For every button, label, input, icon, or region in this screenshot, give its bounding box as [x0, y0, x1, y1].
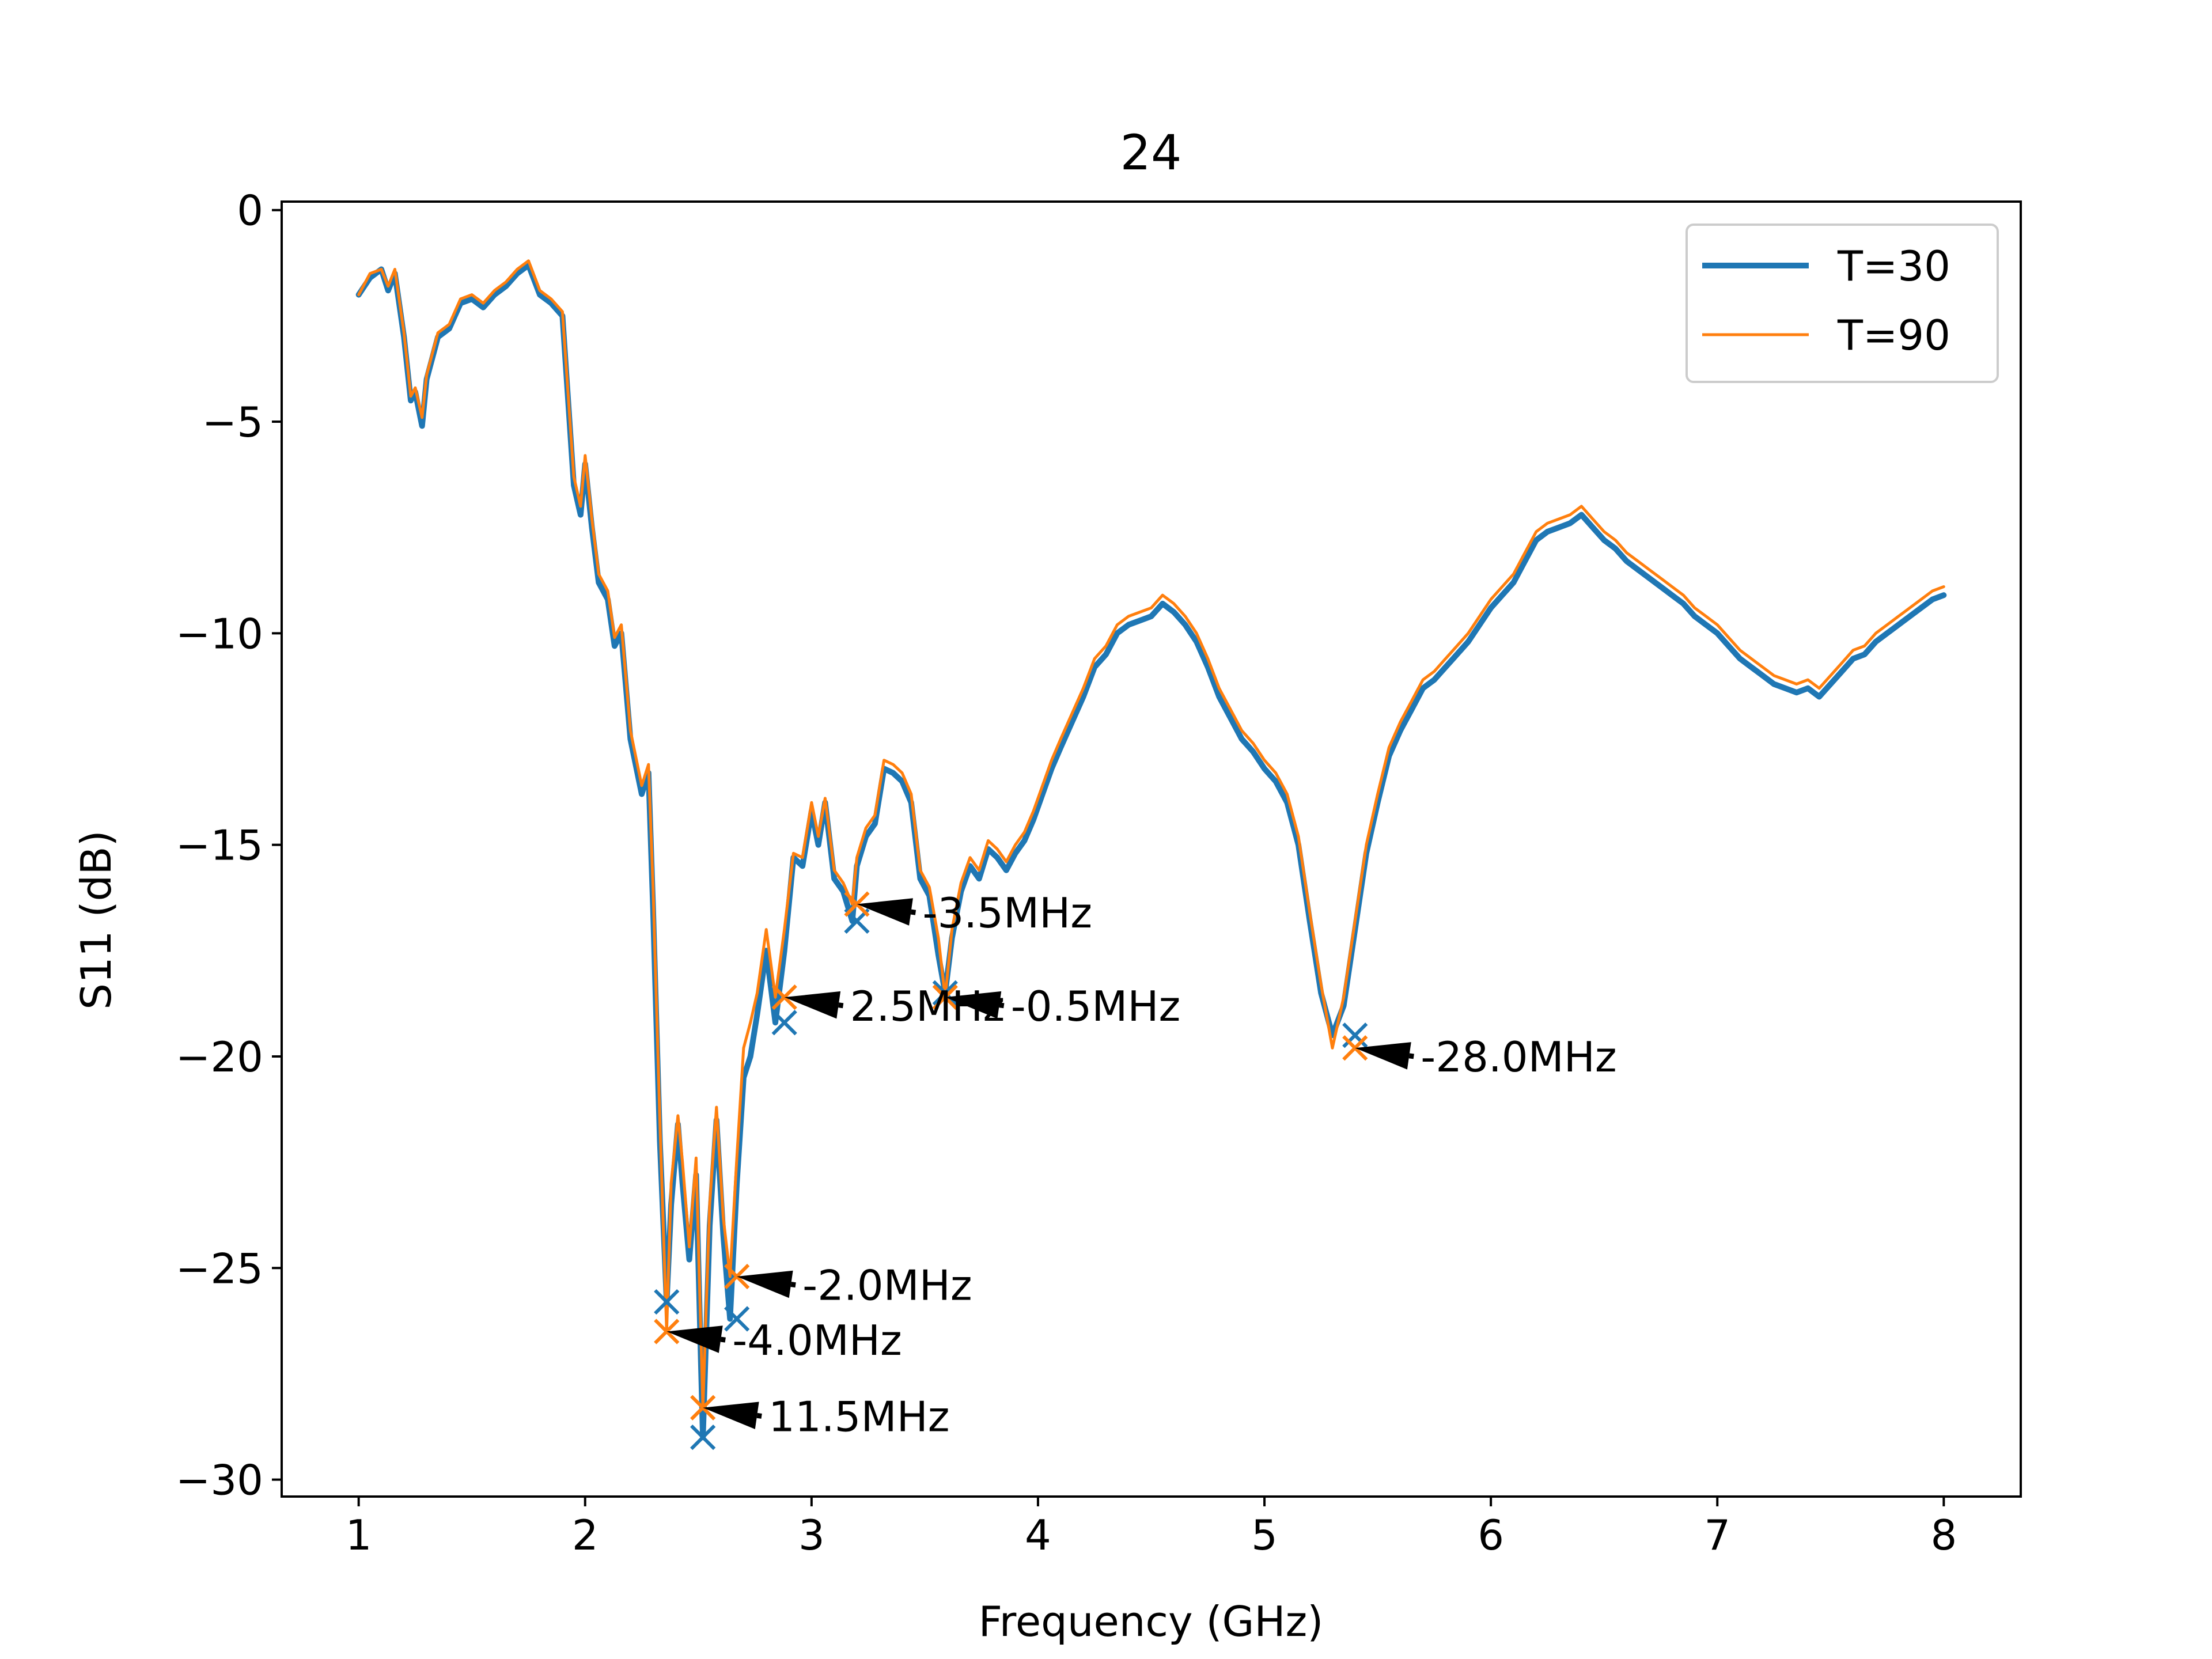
legend-label: T=30	[1837, 242, 1950, 290]
annotation-arrow-shaft	[999, 1002, 1005, 1009]
y-tick-label: 0	[237, 187, 263, 235]
marker-t30	[771, 1010, 797, 1036]
x-tick-label: 2	[572, 1511, 599, 1559]
annotation-arrow-shaft	[838, 1002, 844, 1009]
x-tick-label: 7	[1704, 1511, 1730, 1559]
annotation-arrow-head	[737, 1270, 793, 1298]
legend: T=30 T=90	[1685, 224, 1999, 383]
x-tick-label: 3	[798, 1511, 825, 1559]
y-tick-label: −30	[176, 1456, 263, 1505]
plot-frame	[281, 200, 2022, 1498]
annotation-arrow-shaft	[720, 1336, 726, 1343]
annotation-label: -0.5MHz	[1011, 982, 1181, 1031]
annotation-arrow-head	[784, 991, 841, 1019]
annotation-label: -2.0MHz	[802, 1262, 972, 1310]
x-tick-label: 6	[1478, 1511, 1504, 1559]
legend-label: T=90	[1837, 311, 1950, 359]
x-axis-label: Frequency (GHz)	[979, 1597, 1324, 1646]
x-tick-label: 4	[1025, 1511, 1051, 1559]
x-tick-label: 1	[346, 1511, 372, 1559]
marker-t30	[932, 980, 958, 1006]
annotation-arrow-shaft	[756, 1412, 762, 1419]
marker-t30	[1342, 1022, 1368, 1048]
marker-t30	[654, 1289, 680, 1315]
annotation-arrow-head	[945, 991, 1002, 1019]
y-tick-label: −15	[176, 821, 263, 870]
annotation-arrow-head	[666, 1325, 723, 1353]
y-tick-label: −5	[202, 398, 263, 446]
annotation-label: -28.0MHz	[1421, 1033, 1616, 1081]
y-tick-label: −10	[176, 609, 263, 658]
x-tick-label: 5	[1251, 1511, 1278, 1559]
y-tick-label: −25	[176, 1244, 263, 1293]
series-line-t-90	[357, 259, 1945, 1410]
chart-title: 24	[1120, 124, 1182, 181]
annotations: -4.0MHz11.5MHz-2.0MHz2.5MHz-3.5MHz-0.5MH…	[666, 889, 1617, 1441]
x-tick-label: 8	[1930, 1511, 1957, 1559]
marker-t30	[724, 1306, 750, 1332]
y-tick-label: −20	[176, 1033, 263, 1081]
annotation-arrow-head	[857, 898, 913, 926]
y-axis-label: S11 (dB)	[72, 830, 120, 1009]
annotation-label: 11.5MHz	[768, 1392, 949, 1441]
annotation-arrow-head	[1355, 1042, 1411, 1070]
annotation-arrow-head	[703, 1402, 759, 1430]
annotation-label: -4.0MHz	[732, 1316, 902, 1365]
axes: 1 2 3 4 5 6 7 8 0 −5 −10 −15 −20 −25 −30	[176, 187, 2022, 1559]
annotation-label: -3.5MHz	[922, 889, 1092, 937]
marker-t30	[690, 1425, 716, 1450]
